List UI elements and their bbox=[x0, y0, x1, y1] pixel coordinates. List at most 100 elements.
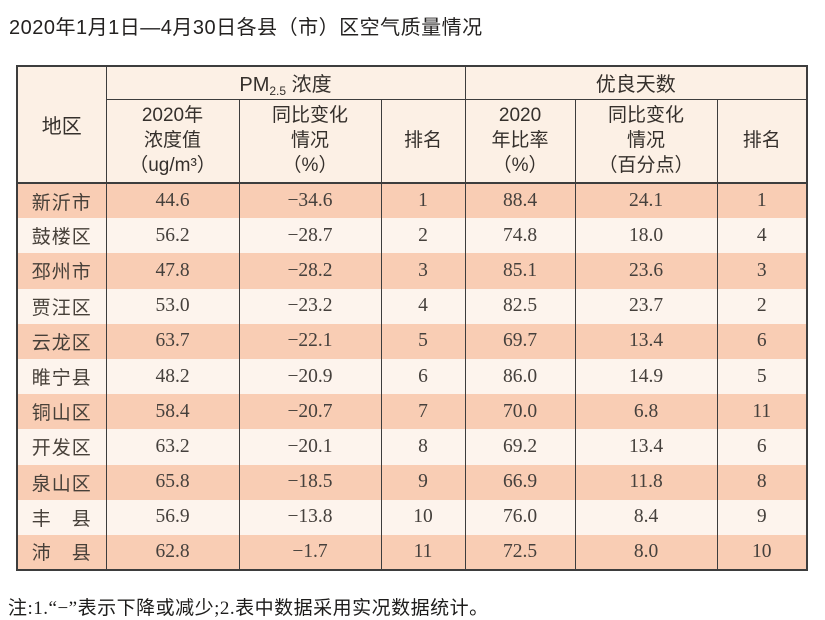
region-cell: 泉山区 bbox=[16, 464, 107, 500]
col-header-region: 地区 bbox=[16, 66, 107, 183]
region-cell: 贾汪区 bbox=[16, 288, 107, 324]
pm25-change-cell: −28.2 bbox=[238, 253, 382, 289]
table-row: 开发区 63.2 −20.1 8 69.2 13.4 6 bbox=[16, 429, 808, 465]
col-header-pm25-value: 2020年 浓度值 （ug/m³） bbox=[105, 99, 240, 183]
col-header-good-days-rank: 排名 bbox=[716, 99, 808, 183]
good-days-rank-cell: 11 bbox=[716, 394, 808, 430]
good-days-rate-cell: 88.4 bbox=[464, 183, 576, 219]
pm25-change-cell: −23.2 bbox=[238, 288, 382, 324]
table-row: 沛 县 62.8 −1.7 11 72.5 8.0 10 bbox=[16, 534, 808, 571]
pm25-rank-cell: 4 bbox=[380, 288, 466, 324]
good-days-change-cell: 11.8 bbox=[574, 464, 718, 500]
good-days-change-cell: 24.1 bbox=[574, 183, 718, 219]
air-quality-table: 地区 PM2.5 浓度 优良天数 2020年 浓度值 （ug/m³） 同比变化 … bbox=[16, 65, 809, 572]
good-days-rate-cell: 69.2 bbox=[464, 429, 576, 465]
pm25-value-cell: 62.8 bbox=[105, 534, 240, 571]
good-days-rate-cell: 85.1 bbox=[464, 253, 576, 289]
pm25-value-cell: 63.2 bbox=[105, 429, 240, 465]
table-row: 睢宁县 48.2 −20.9 6 86.0 14.9 5 bbox=[16, 358, 808, 395]
good-days-rate-cell: 70.0 bbox=[464, 394, 576, 430]
good-days-rank-cell: 1 bbox=[716, 183, 808, 219]
table-row: 泉山区 65.8 −18.5 9 66.9 11.8 8 bbox=[16, 464, 808, 500]
pm25-rank-cell: 11 bbox=[380, 534, 466, 571]
footnote: 注:1.“−”表示下降或减少;2.表中数据采用实况数据统计。 bbox=[8, 598, 489, 620]
good-days-change-cell: 23.6 bbox=[574, 253, 718, 289]
good-days-rank-cell: 6 bbox=[716, 429, 808, 465]
region-cell: 睢宁县 bbox=[16, 358, 107, 395]
pm25-rank-cell: 10 bbox=[380, 499, 466, 535]
table-row: 贾汪区 53.0 −23.2 4 82.5 23.7 2 bbox=[16, 288, 808, 324]
pm25-value-cell: 44.6 bbox=[105, 183, 240, 219]
table-row: 云龙区 63.7 −22.1 5 69.7 13.4 6 bbox=[16, 323, 808, 359]
sub-header-row: 2020年 浓度值 （ug/m³） 同比变化 情况 （%） 排名 2020 年比… bbox=[17, 99, 808, 183]
region-cell: 邳州市 bbox=[16, 253, 107, 289]
pm25-change-cell: −22.1 bbox=[238, 323, 382, 359]
pm25-change-cell: −20.7 bbox=[238, 394, 382, 430]
region-cell: 开发区 bbox=[16, 429, 107, 465]
pm25-change-cell: −13.8 bbox=[238, 499, 382, 535]
table-row: 鼓楼区 56.2 −28.7 2 74.8 18.0 4 bbox=[16, 218, 808, 254]
good-days-change-cell: 6.8 bbox=[574, 394, 718, 430]
table-body: 新沂市 44.6 −34.6 1 88.4 24.1 1 鼓楼区 56.2 −28.7 2 74.8 1… bbox=[16, 183, 808, 571]
pm25-value-cell: 63.7 bbox=[105, 323, 240, 359]
col-group-good-days: 优良天数 bbox=[464, 66, 808, 100]
region-cell: 鼓楼区 bbox=[16, 218, 107, 254]
good-days-rank-cell: 9 bbox=[716, 499, 808, 535]
pm25-value-cell: 48.2 bbox=[105, 358, 240, 395]
col-header-pm25-rank: 排名 bbox=[380, 99, 466, 183]
good-days-rate-cell: 86.0 bbox=[464, 358, 576, 395]
pm25-rank-cell: 3 bbox=[380, 253, 466, 289]
pm25-value-cell: 65.8 bbox=[105, 464, 240, 500]
pm25-rank-cell: 5 bbox=[380, 323, 466, 359]
good-days-change-cell: 8.0 bbox=[574, 534, 718, 571]
good-days-rank-cell: 3 bbox=[716, 253, 808, 289]
pm25-rank-cell: 1 bbox=[380, 183, 466, 219]
good-days-change-cell: 18.0 bbox=[574, 218, 718, 254]
good-days-rank-cell: 10 bbox=[716, 534, 808, 571]
region-cell: 沛 县 bbox=[16, 534, 107, 571]
pm25-subscript: 2.5 bbox=[269, 84, 287, 99]
pm25-change-cell: −1.7 bbox=[238, 534, 382, 571]
good-days-rank-cell: 2 bbox=[716, 288, 808, 324]
good-days-change-cell: 14.9 bbox=[574, 358, 718, 395]
good-days-rank-cell: 5 bbox=[716, 358, 808, 395]
good-days-rate-cell: 66.9 bbox=[464, 464, 576, 500]
good-days-change-cell: 13.4 bbox=[574, 429, 718, 465]
pm25-change-cell: −18.5 bbox=[238, 464, 382, 500]
region-cell: 铜山区 bbox=[16, 394, 107, 430]
pm25-value-cell: 56.9 bbox=[105, 499, 240, 535]
region-cell: 云龙区 bbox=[16, 323, 107, 359]
table-row: 铜山区 58.4 −20.7 7 70.0 6.8 11 bbox=[16, 394, 808, 430]
good-days-rate-cell: 76.0 bbox=[464, 499, 576, 535]
good-days-rank-cell: 8 bbox=[716, 464, 808, 500]
good-days-rate-cell: 82.5 bbox=[464, 288, 576, 324]
table-header: 地区 PM2.5 浓度 优良天数 2020年 浓度值 （ug/m³） 同比变化 … bbox=[16, 66, 808, 183]
col-group-pm25: PM2.5 浓度 bbox=[105, 66, 466, 100]
pm25-value-cell: 56.2 bbox=[105, 218, 240, 254]
group-header-row: 地区 PM2.5 浓度 优良天数 bbox=[16, 66, 808, 183]
pm25-group-label: PM2.5 浓度 bbox=[239, 74, 332, 99]
pm25-rank-cell: 7 bbox=[380, 394, 466, 430]
pm25-change-cell: −28.7 bbox=[238, 218, 382, 254]
pm25-change-cell: −20.9 bbox=[238, 358, 382, 395]
pm25-rank-cell: 9 bbox=[380, 464, 466, 500]
page-title: 2020年1月1日—4月30日各县（市）区空气质量情况 bbox=[9, 17, 483, 39]
pm25-prefix: PM bbox=[239, 74, 270, 97]
pm25-value-cell: 53.0 bbox=[105, 288, 240, 324]
good-days-change-cell: 23.7 bbox=[574, 288, 718, 324]
table-row: 新沂市 44.6 −34.6 1 88.4 24.1 1 bbox=[16, 183, 808, 219]
pm25-rank-cell: 6 bbox=[380, 358, 466, 395]
pm25-change-cell: −34.6 bbox=[238, 183, 382, 219]
table-row: 邳州市 47.8 −28.2 3 85.1 23.6 3 bbox=[16, 253, 808, 289]
region-cell: 新沂市 bbox=[16, 183, 107, 219]
pm25-value-cell: 47.8 bbox=[105, 253, 240, 289]
good-days-rate-cell: 69.7 bbox=[464, 323, 576, 359]
good-days-change-cell: 13.4 bbox=[574, 323, 718, 359]
pm25-suffix: 浓度 bbox=[286, 74, 332, 97]
col-header-good-days-rate: 2020 年比率 （%） bbox=[464, 99, 576, 183]
col-header-pm25-change: 同比变化 情况 （%） bbox=[238, 99, 382, 183]
table-row: 丰 县 56.9 −13.8 10 76.0 8.4 9 bbox=[16, 499, 808, 535]
good-days-rank-cell: 6 bbox=[716, 323, 808, 359]
good-days-rank-cell: 4 bbox=[716, 218, 808, 254]
